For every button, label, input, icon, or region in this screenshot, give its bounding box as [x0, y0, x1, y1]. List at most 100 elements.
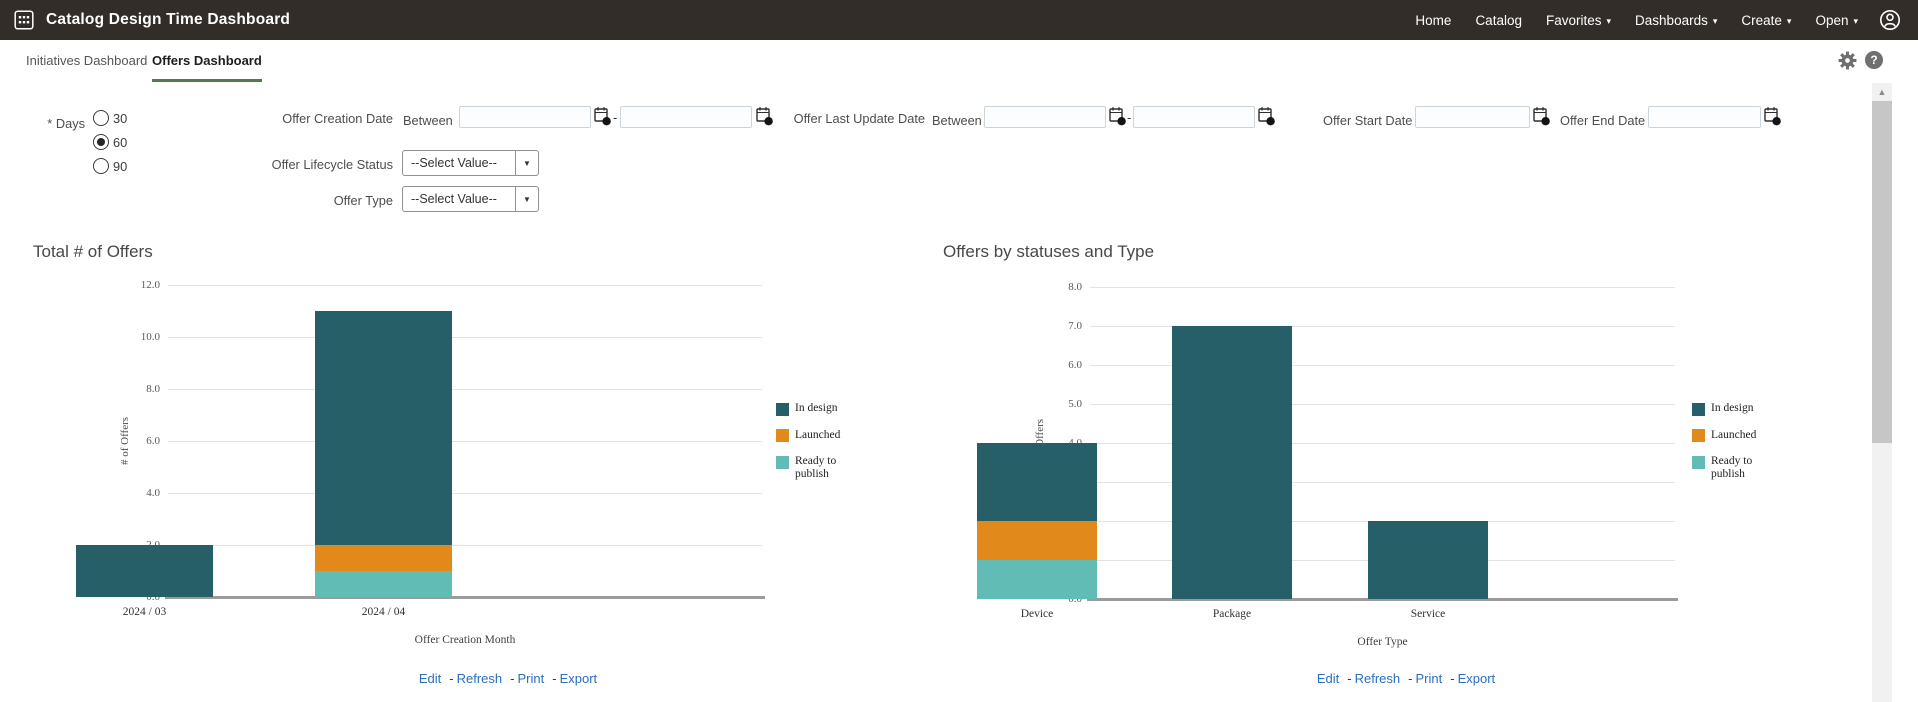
caret-down-icon: ▾	[1606, 15, 1612, 26]
bar-segment[interactable]	[76, 545, 213, 597]
radio-icon[interactable]	[93, 134, 109, 150]
radio-label: 90	[113, 158, 128, 174]
nav-create[interactable]: Create ▾	[1741, 13, 1791, 28]
link-separator: -	[1347, 671, 1352, 686]
chevron-down-icon[interactable]: ▼	[515, 187, 538, 211]
nav-catalog[interactable]: Catalog	[1475, 13, 1522, 28]
legend-label: Launched	[1711, 428, 1757, 441]
link-separator: -	[1408, 671, 1413, 686]
radio-icon[interactable]	[93, 110, 109, 126]
chart-legend: In design Launched Ready to publish	[1692, 402, 1768, 481]
nav-dashboards[interactable]: Dashboards ▾	[1635, 13, 1717, 28]
selected-value: --Select Value--	[411, 192, 497, 206]
last-update-from-input[interactable]	[984, 106, 1106, 128]
chart-title: Offers by statuses and Type	[943, 242, 1155, 261]
bar-segment[interactable]	[1368, 521, 1488, 599]
grid-menu-icon[interactable]	[14, 10, 34, 30]
caret-down-icon: ▾	[1853, 15, 1858, 26]
y-tick-label: 5.0	[1068, 397, 1082, 410]
x-axis-title: Offer Type	[1357, 636, 1408, 648]
offer-type-select[interactable]: --Select Value-- ▼	[402, 186, 539, 212]
page-title: Catalog Design Time Dashboard	[46, 11, 291, 28]
x-axis-line	[165, 596, 765, 599]
x-tick-label: 2024 / 03	[122, 606, 167, 618]
bar-segment[interactable]	[315, 545, 452, 571]
offer-start-date-input[interactable]	[1415, 106, 1530, 128]
print-link[interactable]: Print	[517, 671, 545, 686]
tab-initiatives-dashboard[interactable]: Initiatives Dashboard	[26, 53, 148, 68]
legend-label: Ready to publish	[1711, 455, 1753, 480]
calendar-icon[interactable]	[594, 106, 611, 132]
y-tick-label: 4.0	[146, 486, 160, 499]
calendar-icon[interactable]	[1109, 106, 1126, 132]
y-axis-title: # of Offers	[119, 416, 131, 466]
nav-home[interactable]: Home	[1415, 13, 1451, 28]
x-tick-label: Service	[1410, 608, 1446, 620]
y-tick-label: 12.0	[140, 278, 160, 291]
y-gridline	[1090, 326, 1675, 327]
calendar-icon[interactable]	[1258, 106, 1275, 132]
bar-segment[interactable]	[315, 571, 452, 597]
chevron-down-icon[interactable]: ▼	[515, 151, 538, 175]
x-tick-label: 2024 / 04	[361, 606, 406, 618]
days-radio-90[interactable]: 90	[93, 158, 127, 174]
x-tick-label: Package	[1212, 608, 1252, 620]
between-label: Between	[403, 113, 453, 128]
last-update-to-input[interactable]	[1133, 106, 1255, 128]
radio-label: 30	[113, 110, 128, 126]
help-icon[interactable]: ?	[1865, 51, 1883, 69]
nav-item-label: Create	[1741, 12, 1782, 28]
days-label: * Days	[47, 116, 85, 131]
y-gridline	[1090, 365, 1675, 366]
tab-offers-dashboard[interactable]: Offers Dashboard	[152, 40, 262, 82]
caret-down-icon: ▾	[1712, 15, 1718, 26]
legend-item: Launched	[776, 429, 852, 442]
offer-start-date-label: Offer Start Date	[1323, 113, 1413, 128]
refresh-link[interactable]: Refresh	[456, 671, 503, 686]
bar-segment[interactable]	[977, 443, 1097, 521]
scroll-up-arrow-icon[interactable]: ▲	[1872, 83, 1892, 101]
caret-down-icon: ▾	[1786, 15, 1792, 26]
date-range-dash: -	[613, 110, 618, 125]
x-axis-title: Offer Creation Month	[414, 634, 516, 646]
bar-segment[interactable]	[1172, 326, 1292, 599]
calendar-icon[interactable]	[756, 106, 773, 132]
chart-total-offers: Total # of Offers12.010.08.06.04.02.00.0…	[26, 240, 916, 700]
export-link[interactable]: Export	[1457, 671, 1496, 686]
nav-item-label: Home	[1415, 12, 1452, 28]
nav-item-label: Favorites	[1545, 12, 1602, 28]
legend-swatch-launched	[776, 429, 789, 442]
creation-date-to-input[interactable]	[620, 106, 752, 128]
refresh-link[interactable]: Refresh	[1354, 671, 1401, 686]
y-gridline	[168, 545, 762, 546]
y-tick-label: 6.0	[146, 434, 160, 447]
calendar-icon[interactable]	[1764, 106, 1781, 132]
days-radio-60[interactable]: 60	[93, 134, 127, 150]
offer-end-date-input[interactable]	[1648, 106, 1761, 128]
bar-segment[interactable]	[315, 311, 452, 545]
print-link[interactable]: Print	[1415, 671, 1443, 686]
chart-links: Edit - Refresh - Print - Export	[419, 671, 597, 686]
user-avatar-icon[interactable]	[1878, 8, 1902, 32]
nav-favorites[interactable]: Favorites ▾	[1546, 13, 1611, 28]
gear-icon[interactable]	[1838, 51, 1857, 75]
export-link[interactable]: Export	[559, 671, 598, 686]
edit-link[interactable]: Edit	[418, 671, 442, 686]
nav-open[interactable]: Open ▾	[1815, 13, 1858, 28]
radio-icon[interactable]	[93, 158, 109, 174]
scrollbar-thumb[interactable]	[1872, 101, 1892, 443]
offer-lifecycle-status-select[interactable]: --Select Value-- ▼	[402, 150, 539, 176]
x-tick-label: Device	[1020, 608, 1054, 620]
days-radio-30[interactable]: 30	[93, 110, 127, 126]
bar-segment[interactable]	[977, 521, 1097, 560]
y-gridline	[1090, 287, 1675, 288]
calendar-icon[interactable]	[1533, 106, 1550, 132]
creation-date-from-input[interactable]	[459, 106, 591, 128]
radio-label: 60	[113, 134, 128, 150]
bar-segment[interactable]	[977, 560, 1097, 599]
edit-link[interactable]: Edit	[1316, 671, 1340, 686]
chart-offers-by-status-type: Offers by statuses and Type8.07.06.05.04…	[940, 240, 1900, 700]
legend-item: Ready to publish	[1692, 455, 1768, 481]
chart-title: Total # of Offers	[33, 242, 153, 261]
